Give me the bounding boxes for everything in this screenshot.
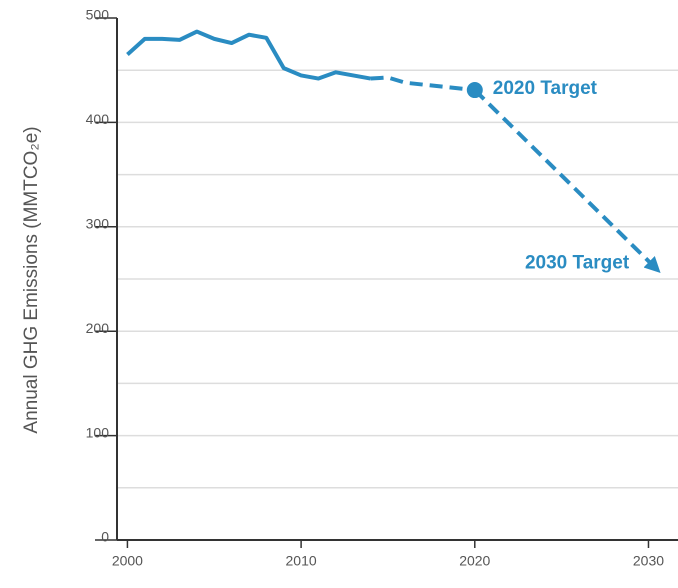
- x-tick-label: 2000: [112, 553, 143, 569]
- y-tick-label: 500: [86, 7, 110, 23]
- x-tick-label: 2010: [286, 553, 317, 569]
- line-series: [473, 88, 661, 273]
- line-series: [126, 29, 371, 81]
- x-tick-label: 2030: [633, 553, 664, 569]
- x-tick-label: 2020: [459, 553, 490, 569]
- annotation: 2020 Target: [493, 78, 598, 99]
- y-tick-label: 100: [86, 424, 110, 440]
- annotation: 2030 Target: [525, 253, 630, 274]
- y-tick-label: 300: [86, 216, 110, 232]
- y-tick-label: 200: [86, 320, 110, 336]
- y-tick-label: 400: [86, 111, 110, 127]
- target-point: [466, 82, 483, 99]
- y-tick-label: 0: [101, 529, 109, 545]
- y-axis-label: Annual GHG Emissions (MMTCO₂e): [21, 126, 42, 433]
- line-series: [370, 75, 475, 93]
